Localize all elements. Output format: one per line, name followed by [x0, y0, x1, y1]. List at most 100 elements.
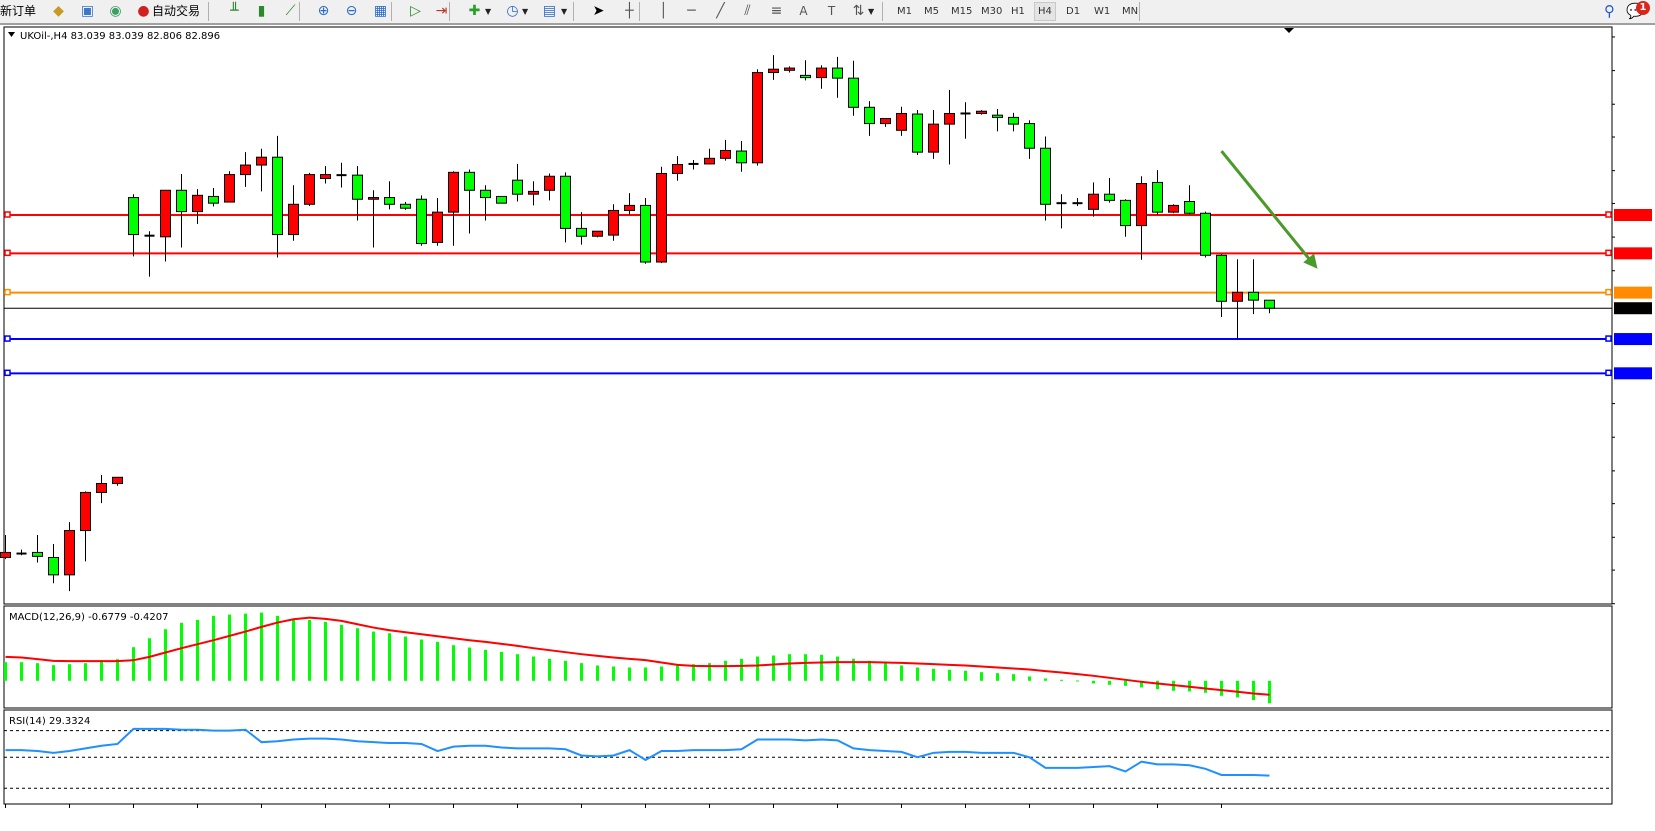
candle: [848, 60, 859, 116]
candle-body: [448, 171, 459, 213]
notification-badge: 1: [1636, 1, 1650, 15]
search-icon[interactable]: ⚲: [1604, 2, 1615, 20]
candle: [1200, 211, 1211, 258]
chevron-down-icon[interactable]: ▼: [868, 7, 875, 16]
timeframe-mn[interactable]: MN: [1122, 6, 1139, 17]
tile-windows-icon[interactable]: ▦: [373, 3, 388, 19]
vertical-line-icon[interactable]: │: [659, 3, 668, 19]
text-icon[interactable]: A: [799, 4, 808, 18]
chevron-down-icon[interactable]: ▼: [485, 7, 492, 16]
candle: [976, 110, 987, 115]
separator: [299, 2, 300, 21]
chevron-down-icon[interactable]: ▼: [522, 7, 529, 16]
equidistant-channel-icon[interactable]: ⫽: [744, 3, 751, 19]
rsi-line: [5, 727, 1270, 777]
candle-body: [176, 189, 187, 213]
macd-histogram-bar: [1092, 680, 1095, 684]
candle-body: [768, 68, 779, 74]
auto-trading-button[interactable]: 自动交易: [152, 4, 201, 18]
chart-shift-marker[interactable]: [1284, 28, 1294, 33]
market-watch-icon[interactable]: ◆: [53, 3, 64, 19]
zoom-out-icon[interactable]: ⊖: [345, 3, 358, 19]
candle: [480, 185, 491, 221]
chevron-down-icon[interactable]: ▼: [561, 7, 568, 16]
candle: [928, 110, 939, 159]
candle: [80, 491, 91, 562]
chart-menu-triangle-icon[interactable]: [8, 32, 15, 37]
macd-histogram-bar: [372, 631, 375, 681]
candle-body: [640, 204, 651, 263]
candle-body: [288, 203, 299, 236]
candle: [112, 476, 123, 486]
macd-histogram-bar: [516, 654, 519, 681]
text-label-icon[interactable]: T: [827, 4, 836, 18]
chart-shift-icon[interactable]: ⇥: [435, 3, 448, 19]
macd-histogram-bar: [980, 672, 983, 681]
trendline-icon[interactable]: ╱: [716, 3, 725, 19]
trend-arrow-line: [1220, 150, 1313, 263]
candle: [368, 190, 379, 248]
timeframe-m5[interactable]: M5: [924, 6, 939, 17]
chart-window[interactable]: UKOil-,H4 83.039 83.039 82.806 82.896 MA…: [0, 25, 1655, 827]
chart-canvas[interactable]: UKOil-,H4 83.039 83.039 82.806 82.896 MA…: [0, 25, 1655, 827]
arrows-icon[interactable]: ⇅: [852, 3, 865, 19]
candle-body: [848, 77, 859, 108]
candle: [544, 173, 555, 201]
macd-histogram-bar: [740, 658, 743, 681]
candle: [688, 160, 699, 170]
auto-trading-icon[interactable]: ●: [137, 3, 150, 19]
candle: [512, 163, 523, 202]
autoscroll-icon[interactable]: ▷: [410, 3, 421, 19]
crosshair-icon[interactable]: ┼: [625, 3, 634, 19]
zoom-in-icon[interactable]: ⊕: [317, 3, 330, 19]
timeframe-h1[interactable]: H1: [1011, 6, 1025, 17]
macd-histogram-bar: [468, 647, 471, 681]
separator: [639, 2, 640, 21]
macd-histogram-bar: [260, 612, 263, 681]
timeframe-w1[interactable]: W1: [1094, 6, 1111, 17]
candle-body: [64, 530, 75, 576]
macd-histogram-bar: [196, 619, 199, 681]
timeframe-m1[interactable]: M1: [897, 6, 912, 17]
cursor-icon[interactable]: ➤: [592, 3, 605, 19]
macd-histogram-bar: [36, 663, 39, 681]
macd-histogram-bar: [436, 641, 439, 681]
candle: [160, 189, 171, 262]
candle-body: [160, 189, 171, 238]
timeframe-m15[interactable]: M15: [951, 6, 973, 17]
candle: [1008, 112, 1019, 132]
new-order-button[interactable]: 新订单: [0, 4, 37, 18]
candle-body: [192, 194, 203, 213]
candle: [400, 202, 411, 210]
signals-icon[interactable]: ◉: [109, 3, 122, 19]
candle-body: [48, 556, 59, 576]
candle: [192, 189, 203, 224]
timeframe-h4[interactable]: H4: [1034, 2, 1056, 21]
candle-body: [400, 203, 411, 209]
periods-icon[interactable]: ◷: [506, 3, 519, 19]
templates-icon[interactable]: ▤: [542, 3, 557, 19]
fibonacci-icon[interactable]: ≡: [770, 3, 783, 19]
macd-histogram-bar: [644, 667, 647, 681]
macd-histogram-bar: [20, 662, 23, 681]
indicators-icon[interactable]: ✚: [468, 3, 481, 19]
timeframe-d1[interactable]: D1: [1066, 6, 1081, 17]
candlestick-icon[interactable]: ▮: [257, 3, 266, 19]
candle: [704, 148, 715, 165]
horizontal-line-icon[interactable]: ─: [687, 3, 696, 19]
candle-body: [800, 74, 811, 79]
timeframe-m30[interactable]: M30: [981, 6, 1003, 17]
candle-body: [944, 112, 955, 125]
candle: [240, 152, 251, 187]
candle-body: [1040, 147, 1051, 205]
macd-title: MACD(12,26,9) -0.6779 -0.4207: [9, 612, 169, 623]
navigator-icon[interactable]: ▣: [80, 3, 95, 19]
bar-chart-icon[interactable]: ╨: [230, 3, 239, 19]
candle: [1072, 198, 1083, 206]
macd-histogram-bar: [308, 619, 311, 681]
macd-histogram-bar: [900, 665, 903, 681]
line-anchor-handle: [1605, 211, 1612, 218]
candle: [1264, 299, 1275, 314]
candle: [352, 166, 363, 221]
line-chart-icon[interactable]: ⟋: [285, 3, 296, 19]
